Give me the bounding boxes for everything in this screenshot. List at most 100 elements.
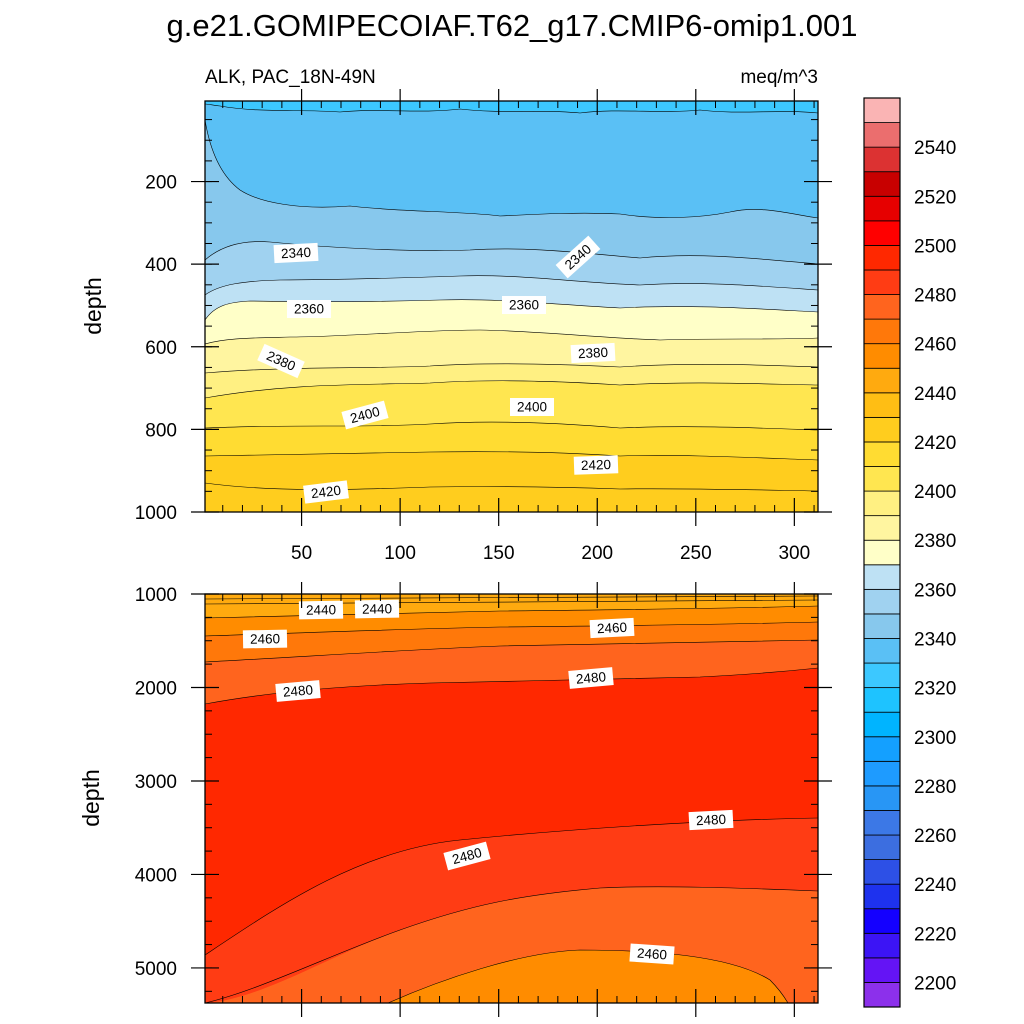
colorbar-swatch (863, 859, 901, 885)
y-tick-label: 800 (145, 420, 177, 441)
upper-axes: 50 100 150 200 250 300 200 400 600 800 1000 (135, 89, 832, 564)
fill-2330 (205, 101, 818, 113)
y-tick-label: 2000 (135, 678, 177, 699)
colorbar-swatch (863, 490, 901, 517)
upper-panel: 2340 2340 2360 2360 2380 2380 2400 2400 … (80, 89, 832, 564)
contour-label: 2400 (510, 398, 554, 416)
colorbar-swatch (863, 367, 901, 394)
colorbar-tick-label: 2540 (914, 138, 956, 159)
contour-label: 2360 (287, 300, 331, 318)
colorbar-swatch (863, 810, 901, 836)
colorbar-swatch (863, 588, 901, 615)
colorbar-swatch (863, 687, 901, 713)
contour-label: 2480 (443, 841, 491, 871)
colorbar-tick-label: 2340 (914, 629, 956, 650)
colorbar-swatch (863, 122, 901, 148)
colorbar-swatch (863, 441, 901, 467)
colorbar-tick-label: 2240 (914, 875, 956, 896)
x-tick-label: 200 (581, 543, 613, 564)
colorbar-tick-label: 2460 (914, 335, 956, 356)
colorbar-swatch (863, 245, 901, 271)
colorbar-swatch (863, 834, 901, 860)
svg-text:2480: 2480 (696, 812, 727, 829)
lower-plot-frame (204, 593, 819, 1004)
svg-text:2460: 2460 (636, 945, 667, 962)
units-label: meq/m^3 (740, 67, 818, 88)
colorbar-tick-label: 2520 (914, 187, 956, 208)
svg-text:2440: 2440 (362, 601, 392, 617)
colorbar-swatch (863, 982, 901, 1008)
colorbar-tick-label: 2200 (914, 973, 956, 994)
y-tick-label: 400 (145, 255, 177, 276)
fill-2440 (205, 606, 818, 636)
colorbar-swatch (863, 613, 901, 639)
colorbar-tick-label: 2380 (914, 531, 956, 552)
colorbar-tick-label: 2440 (914, 384, 956, 405)
contour-label: 2480 (568, 667, 614, 689)
colorbar: 2200 2220 2240 2260 2280 2300 2320 2340 2360 2380… (863, 97, 956, 1008)
contour-label: 2460 (629, 943, 675, 965)
contour-label: 2480 (275, 680, 321, 702)
svg-text:2480: 2480 (282, 682, 313, 700)
colorbar-swatch (863, 564, 901, 590)
colorbar-swatch (863, 146, 901, 173)
lower-contour-labels: 2440 2440 2460 2460 2480 2480 2480 2480 … (242, 599, 734, 965)
contour-label: 2400 (341, 400, 389, 430)
lower-panel: 2440 2440 2460 2460 2480 2480 2480 2480 … (78, 582, 832, 1017)
svg-text:2420: 2420 (581, 457, 612, 473)
colorbar-swatch (863, 883, 901, 910)
contour-label: 2440 (354, 599, 400, 619)
svg-text:2440: 2440 (306, 602, 336, 618)
colorbar-swatch (863, 662, 901, 689)
colorbar-tick-label: 2260 (914, 826, 956, 847)
svg-text:2360: 2360 (509, 298, 539, 313)
y-tick-label: 600 (145, 338, 177, 359)
chart-title: g.e21.GOMIPECOIAF.T62_g17.CMIP6-omip1.00… (167, 8, 858, 43)
colorbar-swatch (863, 908, 901, 934)
colorbar-tick-label: 2300 (914, 728, 956, 749)
colorbar-tick-label: 2400 (914, 482, 956, 503)
colorbar-swatch (863, 269, 901, 295)
colorbar-swatch (863, 171, 901, 197)
x-tick-label: 100 (384, 543, 416, 564)
colorbar-swatch (863, 711, 901, 738)
fill-2490-mid (205, 818, 818, 1003)
upper-contour-labels: 2340 2340 2360 2360 2380 2380 2400 2400 … (257, 235, 619, 504)
y-tick-label: 1000 (135, 503, 177, 524)
colorbar-swatch (863, 294, 901, 320)
x-tick-label: 50 (291, 543, 312, 564)
y-tick-label: 3000 (135, 772, 177, 793)
colorbar-swatch (863, 392, 901, 418)
contour-label: 2420 (303, 480, 349, 504)
x-tick-label: 250 (680, 543, 712, 564)
colorbar-tick-label: 2320 (914, 679, 956, 700)
svg-text:2380: 2380 (578, 345, 609, 362)
colorbar-swatch (863, 343, 901, 369)
colorbar-swatch (863, 638, 901, 664)
colorbar-swatch (863, 318, 901, 345)
colorbar-swatch (863, 195, 901, 222)
svg-text:2460: 2460 (250, 631, 280, 647)
y-tick-label: 1000 (135, 585, 177, 606)
svg-text:2340: 2340 (281, 245, 312, 262)
svg-text:2420: 2420 (310, 483, 342, 502)
colorbar-swatch (863, 932, 901, 959)
colorbar-swatch (863, 760, 901, 787)
fill-2450 (205, 622, 818, 662)
colorbar-frame (863, 97, 901, 1008)
upper-y-axis-label: depth (80, 277, 106, 335)
fill-2340 (205, 101, 818, 218)
svg-text:2480: 2480 (575, 669, 606, 687)
colorbar-tick-label: 2360 (914, 580, 956, 601)
y-tick-label: 4000 (135, 865, 177, 886)
colorbar-tick-label: 2220 (914, 924, 956, 945)
colorbar-tick-label: 2420 (914, 433, 956, 454)
colorbar-swatch (863, 466, 901, 492)
x-tick-label: 300 (778, 543, 810, 564)
colorbar-swatch (863, 539, 901, 566)
upper-plot-frame (204, 100, 819, 513)
colorbar-swatch (863, 416, 901, 443)
contour-label: 2380 (570, 342, 616, 364)
contour-label: 2420 (573, 455, 619, 475)
colorbar-swatch (863, 957, 901, 983)
